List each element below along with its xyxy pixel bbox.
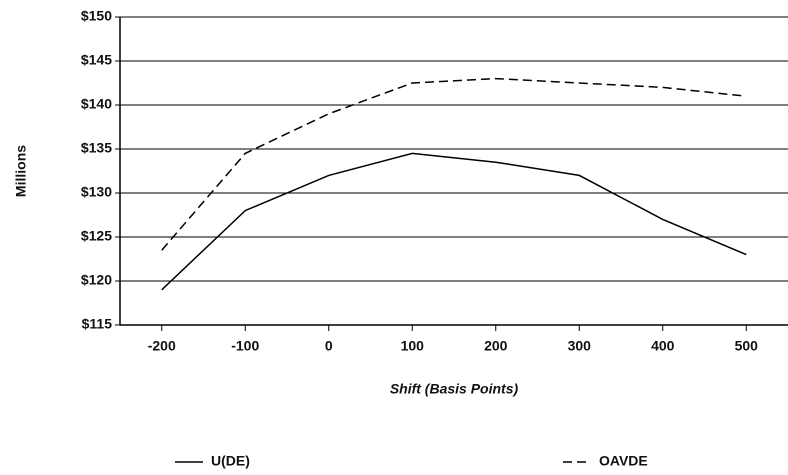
- x-tick-label: 0: [325, 338, 333, 354]
- y-tick-label: $120: [81, 272, 112, 288]
- y-tick-label: $140: [81, 96, 112, 112]
- x-tick-label: 200: [484, 338, 508, 354]
- y-tick-label: $125: [81, 228, 112, 244]
- x-tick-label: 500: [735, 338, 759, 354]
- y-tick-label: $145: [81, 52, 112, 68]
- x-tick-label: 400: [651, 338, 675, 354]
- x-tick-label: -200: [148, 338, 176, 354]
- x-tick-label: 100: [401, 338, 425, 354]
- y-tick-label: $115: [82, 316, 113, 332]
- x-axis-label: Shift (Basis Points): [390, 381, 519, 397]
- legend-label: OAVDE: [599, 453, 648, 469]
- series-line: [161, 77, 747, 251]
- y-tick-label: $135: [81, 140, 112, 156]
- y-tick-label: $150: [81, 8, 112, 24]
- x-tick-label: 300: [568, 338, 592, 354]
- legend-label: U(DE): [211, 453, 250, 469]
- x-tick-label: -100: [231, 338, 259, 354]
- y-axis-label: Millions: [13, 145, 29, 197]
- series-line: [161, 152, 747, 291]
- y-tick-label: $130: [81, 184, 112, 200]
